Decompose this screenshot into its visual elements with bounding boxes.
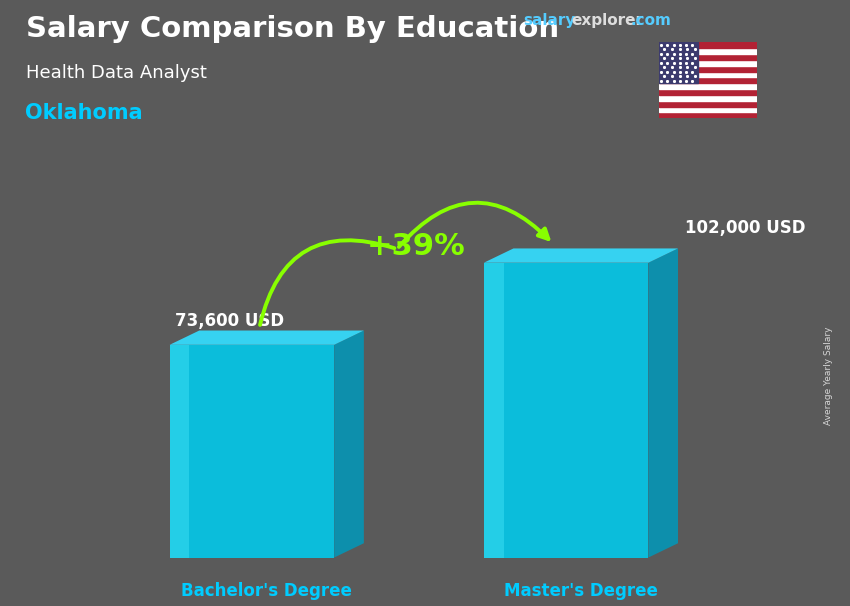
Polygon shape [649, 248, 678, 558]
Bar [659, 65, 756, 72]
Bar [659, 112, 756, 118]
Bar [659, 83, 756, 89]
Text: Salary Comparison By Education: Salary Comparison By Education [26, 15, 558, 43]
Polygon shape [170, 345, 190, 558]
Polygon shape [484, 263, 649, 558]
Bar [659, 101, 756, 107]
Bar [659, 48, 756, 54]
Text: +39%: +39% [366, 231, 465, 261]
Text: salary: salary [523, 13, 575, 28]
Bar [659, 89, 756, 95]
Polygon shape [170, 330, 364, 345]
Polygon shape [170, 345, 334, 558]
Bar [659, 107, 756, 112]
Text: Average Yearly Salary: Average Yearly Salary [824, 327, 833, 425]
Bar [659, 42, 756, 48]
Text: Oklahoma: Oklahoma [26, 103, 143, 123]
Bar [659, 95, 756, 101]
Polygon shape [334, 330, 364, 558]
Bar [659, 60, 756, 65]
Text: Health Data Analyst: Health Data Analyst [26, 64, 207, 82]
Text: Master's Degree: Master's Degree [504, 582, 658, 600]
Text: Bachelor's Degree: Bachelor's Degree [181, 582, 352, 600]
Text: 102,000 USD: 102,000 USD [685, 219, 806, 237]
Bar [659, 42, 698, 83]
Text: .com: .com [631, 13, 672, 28]
Text: explorer: explorer [571, 13, 643, 28]
Bar [659, 78, 756, 83]
Polygon shape [484, 263, 503, 558]
Polygon shape [484, 248, 678, 263]
Bar [659, 72, 756, 78]
Text: 73,600 USD: 73,600 USD [175, 312, 284, 330]
Bar [659, 54, 756, 60]
